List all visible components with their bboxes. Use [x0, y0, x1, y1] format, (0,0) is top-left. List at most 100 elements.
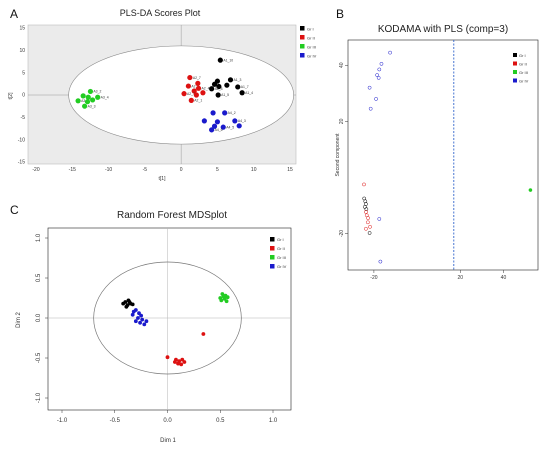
pls-da-x-tick-1: -15 [69, 167, 76, 173]
kodama-y-axis-label: Second component [335, 133, 341, 177]
pls-da-point [224, 82, 230, 88]
pls-da-x-tick-3: -5 [143, 167, 148, 173]
random-forest-point [225, 295, 230, 300]
pls-da-point-label: A1_8 [215, 87, 223, 91]
random-forest-point [221, 294, 226, 299]
random-forest-y-axis-label: Dim 2 [16, 312, 22, 328]
kodama-legend-swatch [513, 78, 517, 83]
kodama-point [366, 220, 370, 225]
pls-da-point [185, 83, 191, 89]
kodama-point [374, 97, 378, 101]
random-forest-x-tick-0: -1.0 [57, 418, 68, 424]
random-forest-point [130, 302, 135, 307]
panel-label-c: C [10, 203, 19, 217]
pls-da-point [85, 94, 91, 100]
pls-da-point-label: A1_5 [221, 93, 229, 97]
kodama-point [368, 106, 373, 111]
random-forest-point [136, 316, 140, 320]
random-forest-plot-area [47, 227, 292, 411]
panel-label-a: A [10, 7, 18, 21]
random-forest-y-tick-4: 1.0 [36, 233, 42, 242]
pls-da-point-label: A4_6 [215, 128, 223, 132]
pls-da-point [222, 110, 228, 116]
kodama-point [368, 224, 372, 229]
random-forest-y-tick-3: 0.5 [36, 273, 42, 282]
pls-da-point [200, 90, 206, 96]
kodama-legend-swatch [513, 53, 517, 57]
kodama-point [362, 182, 366, 187]
kodama-x-tick-0: -20 [370, 275, 377, 281]
kodama-legend-label: Gr II [519, 61, 527, 66]
kodama-point [364, 210, 368, 214]
pls-da-x-tick-0: -20 [32, 167, 39, 173]
pls-da-point [95, 94, 101, 100]
kodama-point [375, 73, 379, 77]
random-forest-point [219, 298, 224, 303]
random-forest-x-tick-3: 0.5 [216, 418, 225, 424]
random-forest-legend-swatch [270, 255, 275, 260]
random-forest-panel: Random Forest MDSplot -1.0 -0.5 0.0 0.5 1.0-… [16, 210, 292, 444]
pls-da-x-tick-2: -10 [105, 167, 112, 173]
kodama-panel: KODAMA with PLS (comp=3) -20 20 40-202040 … [335, 24, 539, 281]
kodama-point [364, 207, 369, 211]
random-forest-point [144, 319, 149, 324]
random-forest-point [140, 317, 145, 322]
random-forest-point [124, 304, 129, 309]
pls-da-point-label: A4_5 [226, 125, 234, 129]
random-forest-point [142, 322, 147, 327]
random-forest-y-tick-0: -1.0 [36, 392, 42, 403]
random-forest-point [182, 360, 187, 364]
pls-da-point-label: A1_3 [233, 78, 241, 82]
kodama-legend-label: Gr III [519, 70, 528, 75]
pls-da-title: PLS-DA Scores Plot [120, 8, 201, 18]
kodama-ticks: -20 20 40 -20 20 40 [339, 62, 506, 281]
pls-da-point [210, 110, 216, 116]
pls-da-point [216, 83, 222, 90]
kodama-point [366, 216, 370, 220]
pls-da-point-label: A4_3 [238, 119, 246, 123]
pls-da-point [195, 85, 202, 91]
pls-da-point-label: A2_1 [194, 99, 202, 103]
pls-da-x-tick-5: 5 [216, 167, 219, 173]
random-forest-point [139, 313, 144, 318]
pls-da-point [217, 57, 223, 63]
pls-da-legend: Gr I Gr II Gr III Gr IV [300, 26, 317, 58]
random-forest-point [165, 355, 170, 360]
pls-da-point [191, 88, 197, 94]
pls-da-point [236, 123, 242, 129]
pls-da-legend-swatch [300, 26, 305, 31]
pls-da-point [209, 86, 215, 92]
pls-da-point-label: A4_2 [228, 111, 236, 115]
pls-da-point-label: A2_5 [191, 84, 199, 88]
random-forest-x-tick-1: -0.5 [110, 418, 121, 424]
pls-da-point [195, 80, 201, 86]
kodama-x-tick-2: 40 [501, 275, 507, 281]
random-forest-point [179, 362, 184, 367]
random-forest-point [201, 332, 206, 336]
kodama-legend-label: Gr I [519, 53, 526, 58]
pls-da-point-label: A2_4 [202, 87, 210, 91]
pls-da-point [90, 97, 96, 103]
pls-da-legend-swatch [300, 53, 305, 58]
pls-da-y-tick-2: -5 [21, 115, 26, 121]
pls-da-ticks: -20 -15 -10 -5 0 5 10 15 -15 -10 -5 0 5 10 15 [18, 26, 293, 173]
random-forest-point [138, 320, 142, 325]
random-forest-legend-label: Gr II [277, 246, 285, 251]
random-forest-ticks: -1.0 -0.5 0.0 0.5 1.0 -1.0 -0.5 0.0 0.5 1.0 [36, 233, 278, 424]
pls-da-y-axis-label: t[2] [8, 92, 14, 100]
pls-da-point-label: A1_10 [223, 58, 233, 62]
random-forest-point [127, 300, 132, 304]
pls-da-y-tick-6: 15 [19, 26, 25, 32]
kodama-y-tick-0: -20 [339, 230, 345, 237]
pls-da-point [215, 92, 221, 98]
kodama-legend-swatch [513, 70, 517, 74]
kodama-point [528, 188, 533, 192]
random-forest-point [176, 361, 180, 366]
pls-da-point-label: A1_4 [245, 91, 253, 95]
pls-da-point [80, 93, 86, 99]
pls-da-point-label: A3_3 [88, 104, 96, 108]
pls-da-point [87, 88, 94, 95]
random-forest-y-tick-2: 0.0 [36, 313, 42, 322]
kodama-point [377, 67, 382, 72]
